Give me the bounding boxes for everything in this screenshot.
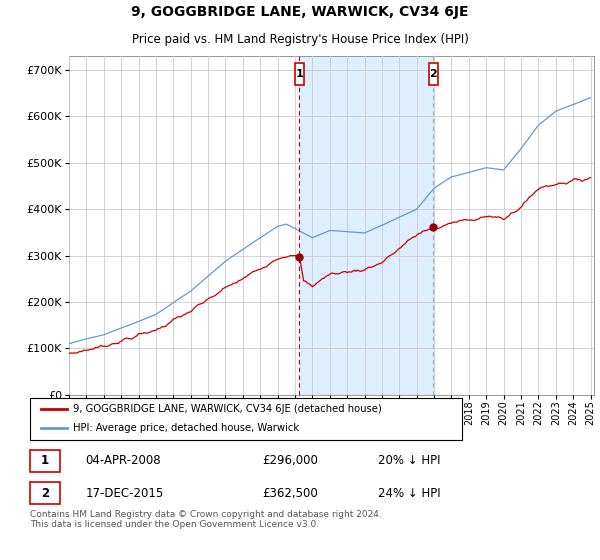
Text: 2: 2 — [430, 69, 437, 79]
Text: 1: 1 — [295, 69, 303, 79]
Text: Contains HM Land Registry data © Crown copyright and database right 2024.
This d: Contains HM Land Registry data © Crown c… — [30, 510, 382, 529]
Text: 17-DEC-2015: 17-DEC-2015 — [85, 487, 163, 500]
Bar — [30, 450, 61, 472]
Bar — [295, 63, 304, 85]
Text: Price paid vs. HM Land Registry's House Price Index (HPI): Price paid vs. HM Land Registry's House … — [131, 33, 469, 46]
Bar — [30, 482, 61, 504]
Text: £362,500: £362,500 — [262, 487, 317, 500]
Text: 04-APR-2008: 04-APR-2008 — [85, 454, 161, 468]
Text: 20% ↓ HPI: 20% ↓ HPI — [378, 454, 440, 468]
Text: 1: 1 — [41, 454, 49, 468]
Text: £296,000: £296,000 — [262, 454, 318, 468]
Text: 9, GOGGBRIDGE LANE, WARWICK, CV34 6JE: 9, GOGGBRIDGE LANE, WARWICK, CV34 6JE — [131, 5, 469, 19]
Text: 9, GOGGBRIDGE LANE, WARWICK, CV34 6JE (detached house): 9, GOGGBRIDGE LANE, WARWICK, CV34 6JE (d… — [73, 404, 382, 414]
Text: 24% ↓ HPI: 24% ↓ HPI — [378, 487, 440, 500]
Bar — [299, 56, 433, 395]
Text: 2: 2 — [41, 487, 49, 500]
Bar — [428, 63, 438, 85]
Text: HPI: Average price, detached house, Warwick: HPI: Average price, detached house, Warw… — [73, 423, 299, 433]
